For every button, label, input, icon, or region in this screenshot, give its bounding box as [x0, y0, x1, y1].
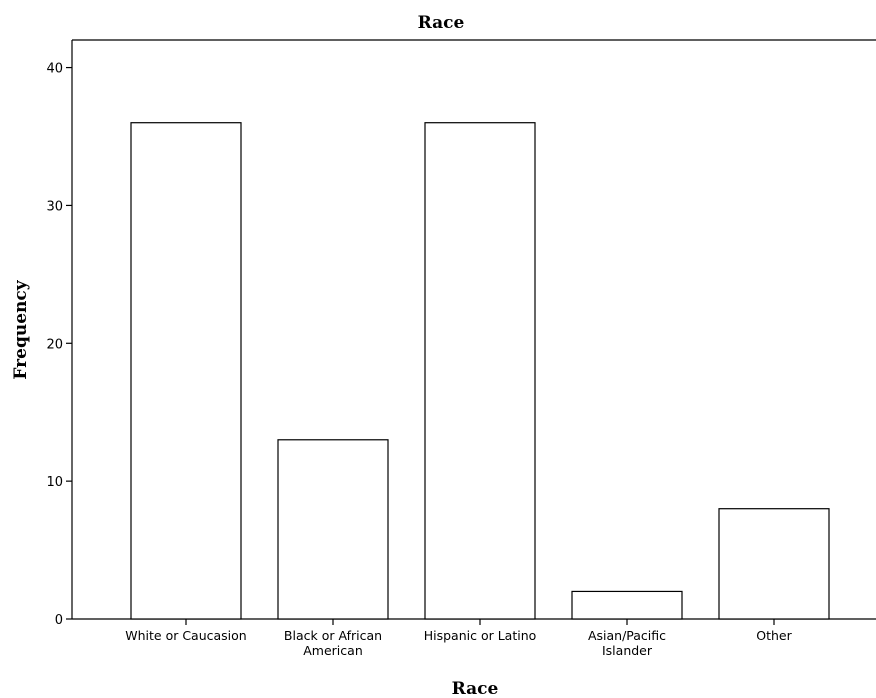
- y-tick-label: 20: [46, 337, 63, 352]
- x-tick-label: Other: [756, 628, 792, 643]
- y-tick-label: 10: [46, 475, 63, 490]
- x-tick-label: Asian/Pacific: [588, 628, 666, 643]
- x-tick-label: American: [303, 643, 363, 658]
- y-axis-title: Frequency: [11, 279, 31, 379]
- plot-area: 0 10 20 30 40 White or Caucasion Black or Afri…: [46, 39, 876, 658]
- x-tick-label: Islander: [602, 643, 653, 658]
- y-tick-label: 30: [46, 199, 63, 214]
- y-tick-label: 0: [55, 613, 63, 628]
- bar: [718, 508, 830, 620]
- bar: [424, 122, 536, 620]
- chart-title: Race: [418, 13, 465, 33]
- x-tick-label: White or Caucasion: [125, 628, 246, 643]
- y-tick-label: 40: [46, 62, 63, 77]
- x-axis-title: Race: [452, 679, 499, 698]
- bar: [277, 439, 389, 620]
- x-tick-label: Hispanic or Latino: [424, 628, 537, 643]
- x-tick-label: Black or African: [284, 628, 382, 643]
- bar: [130, 122, 242, 620]
- bar: [571, 590, 683, 620]
